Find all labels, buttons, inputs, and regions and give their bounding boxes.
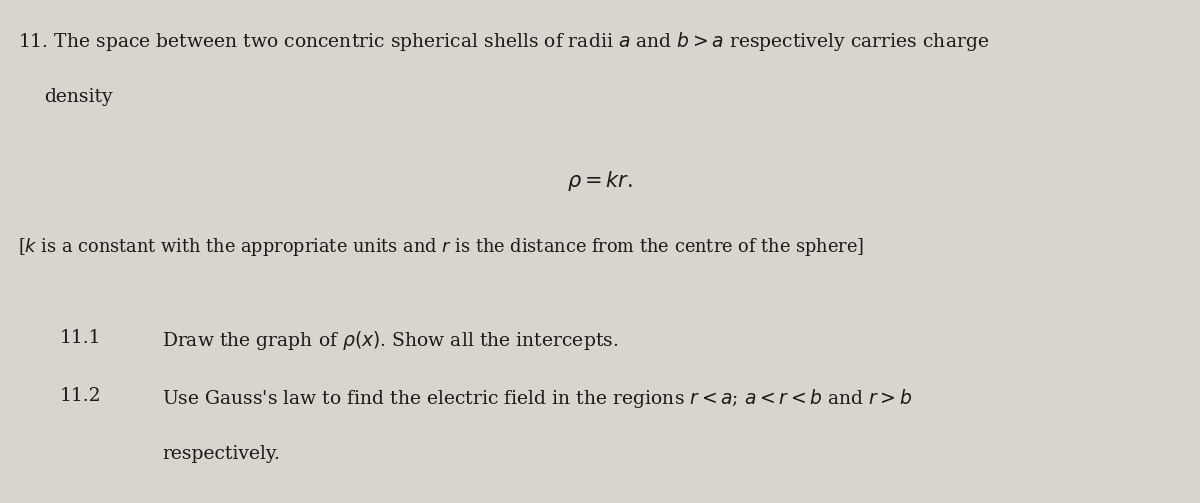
Text: Draw the graph of $\rho(x)$. Show all the intercepts.: Draw the graph of $\rho(x)$. Show all th… xyxy=(162,329,618,353)
Text: density: density xyxy=(44,88,113,106)
Text: $\rho = kr.$: $\rho = kr.$ xyxy=(568,169,632,193)
Text: respectively.: respectively. xyxy=(162,445,280,463)
Text: 11.2: 11.2 xyxy=(60,387,102,405)
Text: [$k$ is a constant with the appropriate units and $r$ is the distance from the c: [$k$ is a constant with the appropriate … xyxy=(18,236,864,259)
Text: 11.1: 11.1 xyxy=(60,329,102,348)
Text: 11. The space between two concentric spherical shells of radii $a$ and $b > a$ r: 11. The space between two concentric sph… xyxy=(18,30,989,53)
Text: Use Gauss's law to find the electric field in the regions $r < a$; $a < r < b$ a: Use Gauss's law to find the electric fie… xyxy=(162,387,912,410)
